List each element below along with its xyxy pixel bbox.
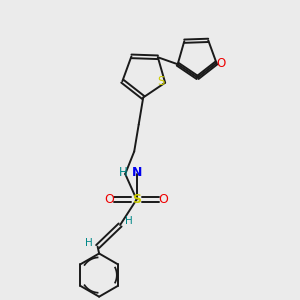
Text: O: O: [159, 193, 169, 206]
Text: H: H: [119, 166, 128, 179]
Text: H: H: [124, 216, 132, 226]
Text: O: O: [105, 193, 115, 206]
Text: N: N: [131, 166, 142, 179]
Text: H: H: [85, 238, 93, 248]
Text: S: S: [132, 193, 141, 206]
Text: S: S: [157, 75, 164, 88]
Text: O: O: [216, 57, 226, 70]
